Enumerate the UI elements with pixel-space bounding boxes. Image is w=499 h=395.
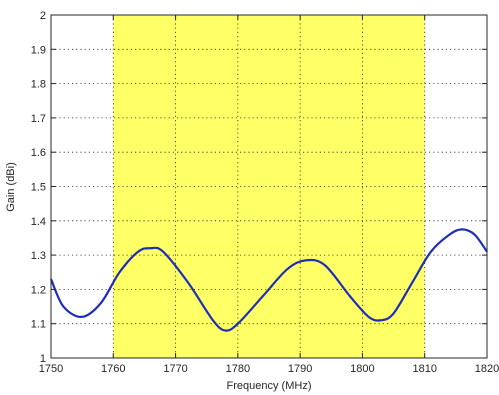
x-tick-label: 1760 bbox=[101, 363, 125, 375]
y-tick-label: 1.8 bbox=[31, 79, 46, 91]
x-tick-label: 1770 bbox=[163, 363, 187, 375]
x-tick-label: 1810 bbox=[412, 363, 436, 375]
grid-lines bbox=[51, 15, 487, 358]
y-axis-label: Gain (dBi) bbox=[5, 162, 17, 212]
y-tick-label: 1.1 bbox=[31, 319, 46, 331]
series-line bbox=[49, 228, 488, 332]
highlight-band bbox=[113, 15, 425, 358]
x-tick-label: 1790 bbox=[288, 363, 312, 375]
x-tick-labels: 1750 1760 1770 1780 1790 1800 1810 1820 bbox=[39, 363, 499, 375]
y-tick-label: 1 bbox=[40, 353, 46, 365]
x-tick-label: 1750 bbox=[39, 363, 63, 375]
x-tick-label: 1800 bbox=[350, 363, 374, 375]
x-tick-label: 1820 bbox=[475, 363, 499, 375]
y-tick-label: 1.9 bbox=[31, 44, 46, 56]
x-axis-label: Frequency (MHz) bbox=[227, 380, 312, 392]
series-line-group bbox=[49, 228, 488, 332]
y-tick-label: 1.7 bbox=[31, 113, 46, 125]
y-tick-label: 2 bbox=[40, 10, 46, 22]
highlight-band-group bbox=[113, 15, 425, 358]
y-tick-label: 1.5 bbox=[31, 182, 46, 194]
y-tick-labels: 1 1.1 1.2 1.3 1.4 1.5 1.6 1.7 1.8 1.9 2 bbox=[31, 10, 46, 365]
plot-frame bbox=[50, 14, 488, 359]
x-tick-label: 1780 bbox=[226, 363, 250, 375]
y-tick-label: 1.4 bbox=[31, 216, 46, 228]
y-tick-label: 1.3 bbox=[31, 250, 46, 262]
y-tick-label: 1.2 bbox=[31, 284, 46, 296]
y-tick-label: 1.6 bbox=[31, 147, 46, 159]
